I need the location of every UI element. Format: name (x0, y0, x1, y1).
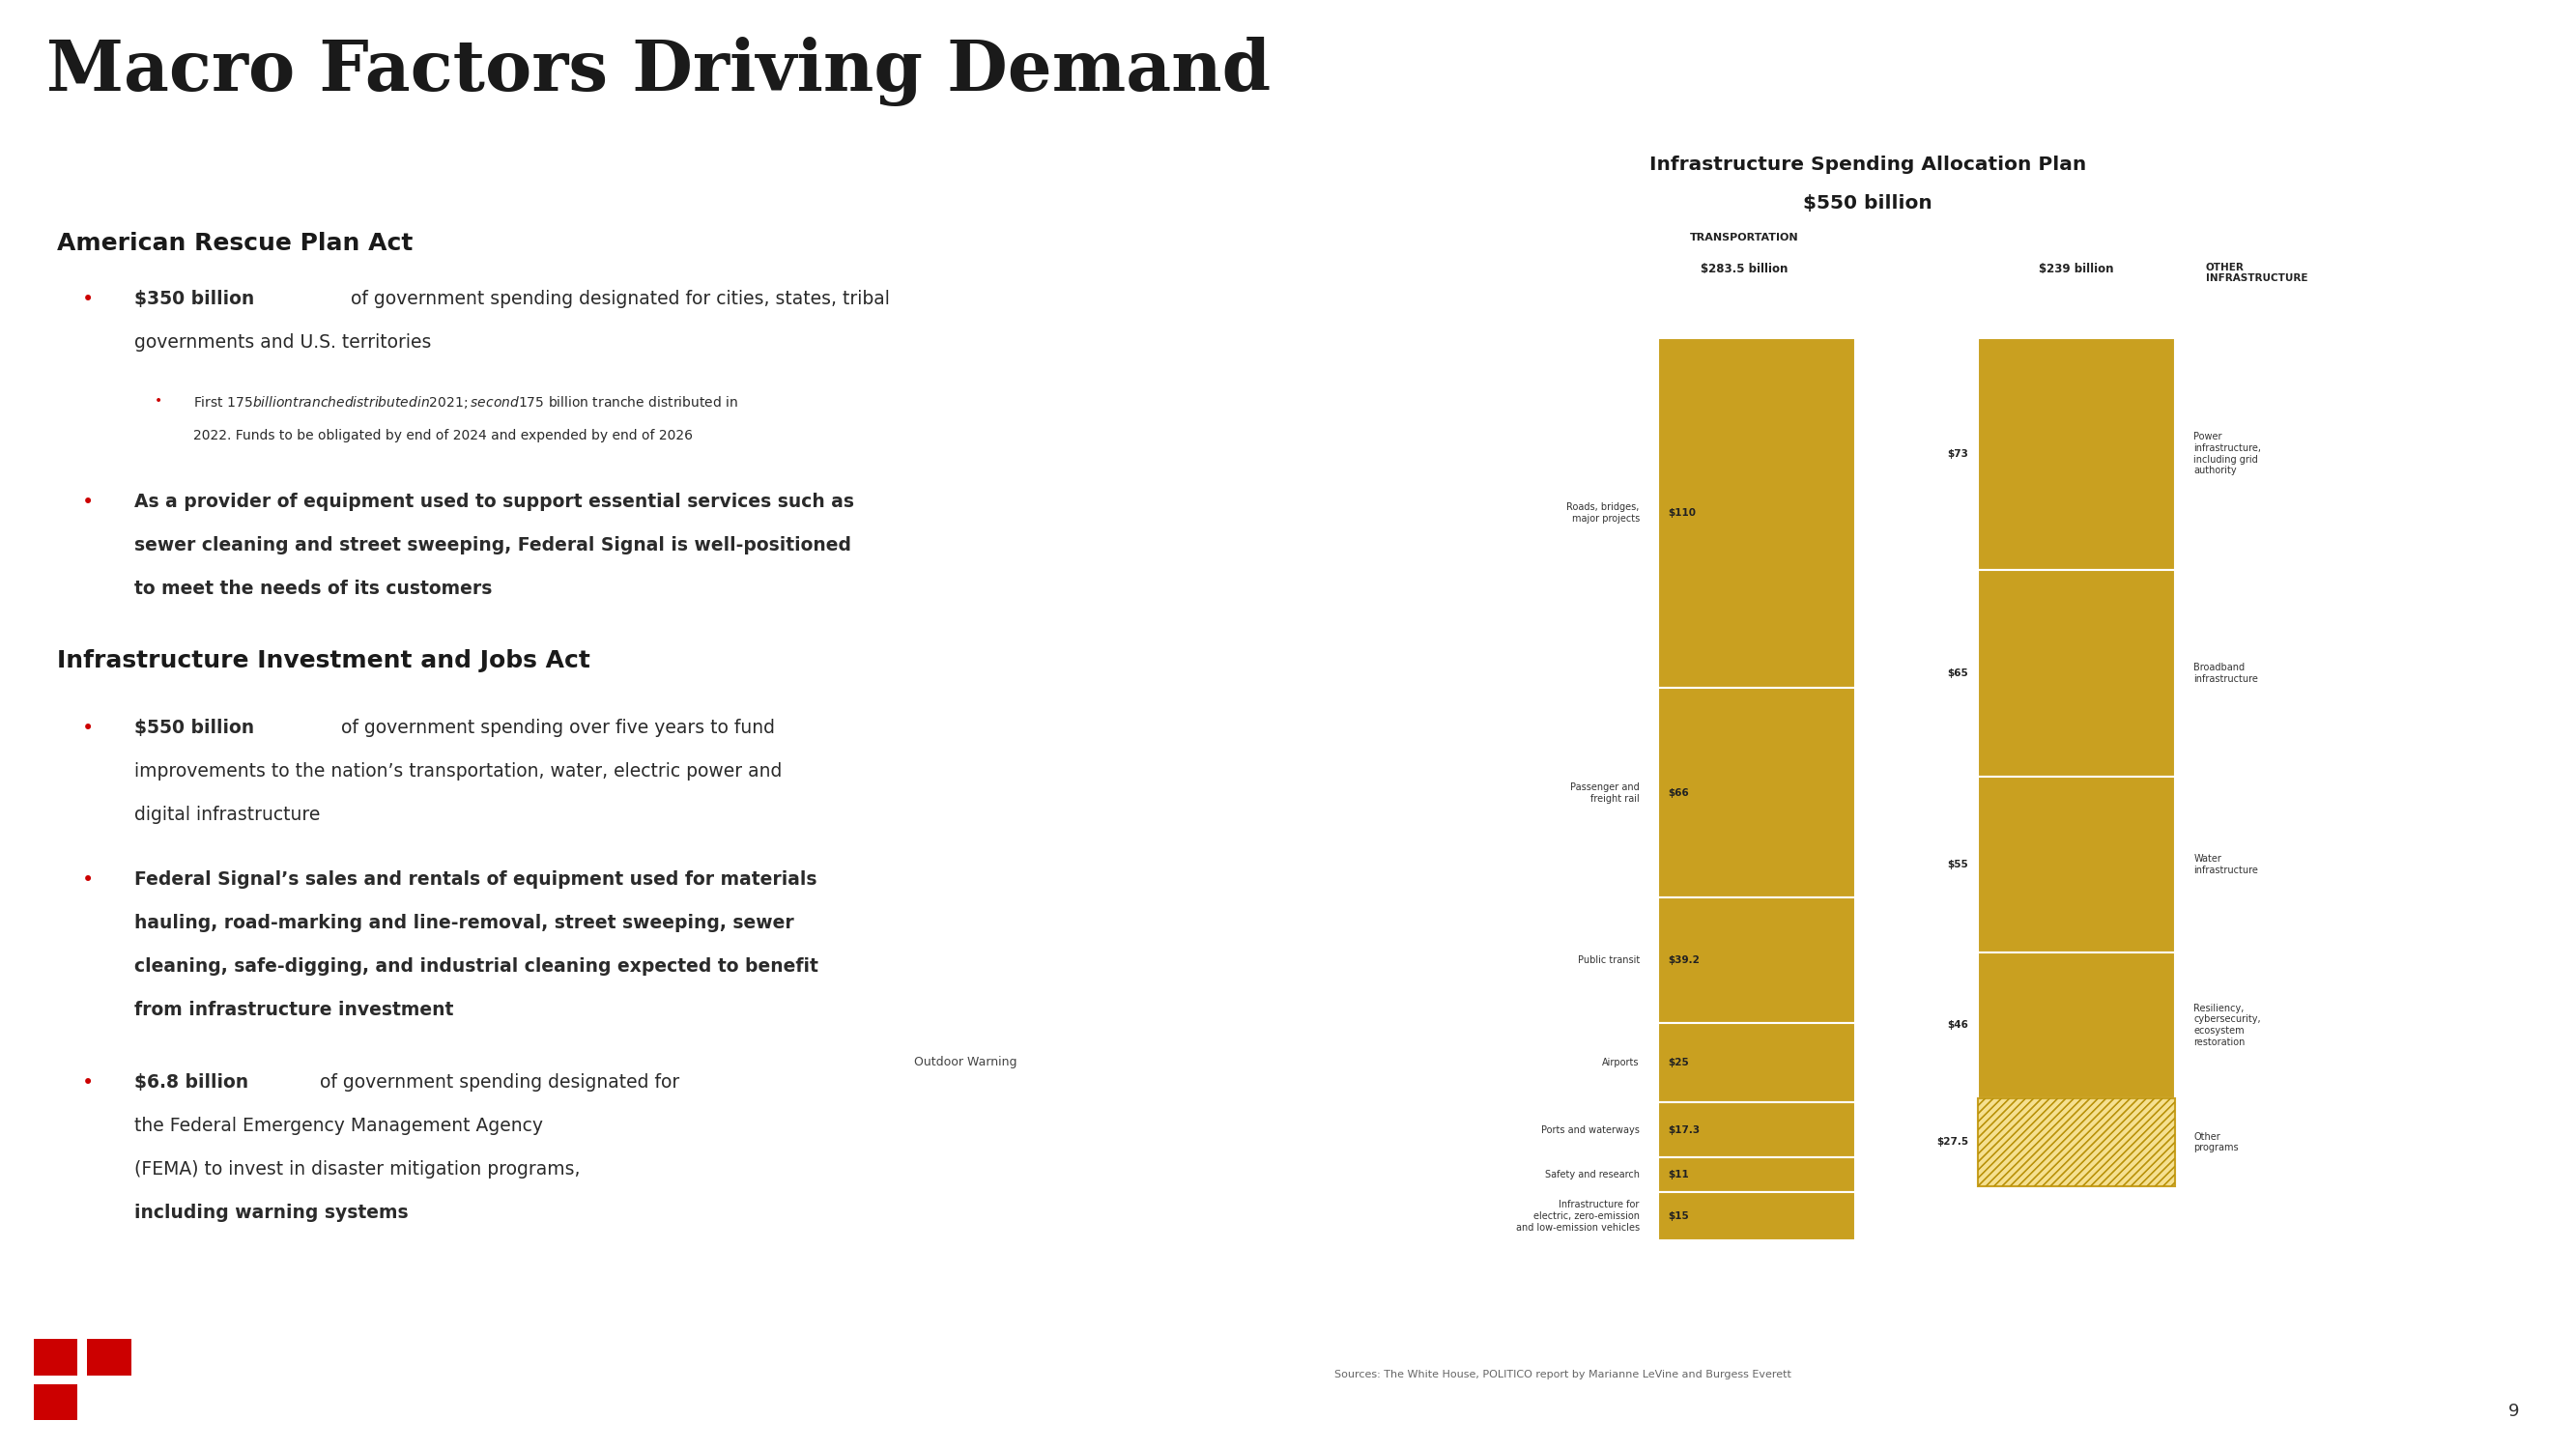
Text: TRANSPORTATION: TRANSPORTATION (1690, 232, 1798, 242)
Text: •: • (82, 493, 95, 511)
Text: American Rescue Plan Act: American Rescue Plan Act (57, 232, 412, 255)
Text: of government spending designated for: of government spending designated for (314, 1074, 680, 1093)
Text: $65: $65 (1947, 668, 1968, 678)
Text: 2022. Funds to be obligated by end of 2024 and expended by end of 2026: 2022. Funds to be obligated by end of 20… (193, 429, 693, 442)
Bar (1659, 1103, 1855, 1158)
Text: $27.5: $27.5 (1937, 1137, 1968, 1148)
Text: As a provider of equipment used to support essential services such as: As a provider of equipment used to suppo… (134, 493, 853, 511)
Text: $15: $15 (1667, 1211, 1690, 1222)
Text: Infrastructure Spending Allocation Plan: Infrastructure Spending Allocation Plan (1649, 155, 2087, 174)
Text: Safety and research: Safety and research (1546, 1169, 1638, 1179)
Text: $25: $25 (1667, 1058, 1690, 1068)
Text: of government spending designated for cities, states, tribal: of government spending designated for ci… (345, 290, 891, 309)
Text: First $175 billion tranche distributed in 2021; second $175 billion tranche dist: First $175 billion tranche distributed i… (193, 394, 739, 410)
Text: $17.3: $17.3 (1667, 1124, 1700, 1135)
Text: $239 billion: $239 billion (2040, 262, 2115, 275)
Text: Federal Signal’s sales and rentals of equipment used for materials: Federal Signal’s sales and rentals of eq… (134, 871, 817, 890)
Bar (1978, 952, 2174, 1098)
Bar (33, 1339, 77, 1375)
Bar (1659, 1023, 1855, 1103)
Text: Resiliency,
cybersecurity,
ecosystem
restoration: Resiliency, cybersecurity, ecosystem res… (2195, 1004, 2262, 1046)
Text: from infrastructure investment: from infrastructure investment (134, 1001, 453, 1020)
Text: Other
programs: Other programs (2195, 1132, 2239, 1152)
Bar (1659, 1158, 1855, 1193)
Text: •: • (82, 1074, 95, 1093)
Text: •: • (82, 871, 95, 890)
Text: Airports: Airports (1602, 1058, 1638, 1068)
Text: Roads, bridges,
major projects: Roads, bridges, major projects (1566, 503, 1638, 523)
Text: $110: $110 (1667, 509, 1695, 517)
Bar (1978, 777, 2174, 952)
Text: $350 billion: $350 billion (134, 290, 255, 309)
Bar (1978, 569, 2174, 777)
Text: $6.8 billion: $6.8 billion (134, 1074, 247, 1093)
Bar (1659, 338, 1855, 688)
Bar (1659, 688, 1855, 898)
Text: $11: $11 (1667, 1169, 1690, 1179)
Text: governments and U.S. territories: governments and U.S. territories (134, 333, 430, 352)
Text: hauling, road-marking and line-removal, street sweeping, sewer: hauling, road-marking and line-removal, … (134, 914, 793, 933)
Text: 9: 9 (2509, 1403, 2519, 1420)
Text: Sources: The White House, POLITICO report by Marianne LeVine and Burgess Everett: Sources: The White House, POLITICO repor… (1334, 1369, 1790, 1379)
Bar (1978, 1098, 2174, 1185)
Text: to meet the needs of its customers: to meet the needs of its customers (134, 580, 492, 598)
Text: digital infrastructure: digital infrastructure (134, 806, 319, 824)
Text: $66: $66 (1667, 788, 1690, 797)
Text: $46: $46 (1947, 1020, 1968, 1030)
Text: of government spending over five years to fund: of government spending over five years t… (335, 719, 775, 738)
Text: Water
infrastructure: Water infrastructure (2195, 853, 2259, 875)
Text: (FEMA) to invest in disaster mitigation programs,: (FEMA) to invest in disaster mitigation … (134, 1161, 580, 1179)
Text: cleaning, safe-digging, and industrial cleaning expected to benefit: cleaning, safe-digging, and industrial c… (134, 958, 819, 977)
Text: $73: $73 (1947, 449, 1968, 459)
Text: Outdoor Warning: Outdoor Warning (914, 1056, 1018, 1069)
Text: Power
infrastructure,
including grid
authority: Power infrastructure, including grid aut… (2195, 432, 2262, 475)
Text: Infrastructure Investment and Jobs Act: Infrastructure Investment and Jobs Act (57, 649, 590, 672)
Text: Infrastructure for
electric, zero-emission
and low-emission vehicles: Infrastructure for electric, zero-emissi… (1515, 1200, 1638, 1232)
Bar (1659, 898, 1855, 1023)
Text: Macro Factors Driving Demand: Macro Factors Driving Demand (46, 36, 1270, 106)
Text: including warning systems: including warning systems (134, 1204, 407, 1223)
Text: sewer cleaning and street sweeping, Federal Signal is well-positioned: sewer cleaning and street sweeping, Fede… (134, 536, 850, 555)
Text: $550 billion: $550 billion (1803, 194, 1932, 213)
Text: •: • (82, 719, 95, 738)
Bar (1659, 1193, 1855, 1240)
Bar (88, 1339, 131, 1375)
Text: $283.5 billion: $283.5 billion (1700, 262, 1788, 275)
Text: Ports and waterways: Ports and waterways (1540, 1124, 1638, 1135)
Bar (33, 1384, 77, 1420)
Text: Broadband
infrastructure: Broadband infrastructure (2195, 664, 2259, 684)
Text: •: • (82, 290, 95, 309)
Bar (1978, 338, 2174, 569)
Text: $39.2: $39.2 (1667, 955, 1700, 965)
Text: •: • (155, 394, 162, 407)
Text: $55: $55 (1947, 859, 1968, 869)
Text: OTHER
INFRASTRUCTURE: OTHER INFRASTRUCTURE (2205, 262, 2308, 284)
Text: the Federal Emergency Management Agency: the Federal Emergency Management Agency (134, 1117, 544, 1136)
Bar (1978, 1098, 2174, 1185)
Text: improvements to the nation’s transportation, water, electric power and: improvements to the nation’s transportat… (134, 762, 781, 781)
Text: $550 billion: $550 billion (134, 719, 255, 738)
Text: Public transit: Public transit (1577, 955, 1638, 965)
Text: Passenger and
freight rail: Passenger and freight rail (1571, 782, 1638, 803)
